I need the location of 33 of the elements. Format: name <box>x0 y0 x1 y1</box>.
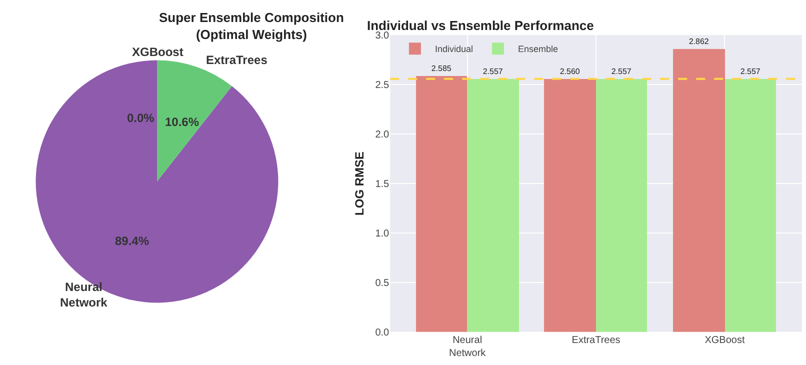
y-tick-label: 0.5 <box>375 278 390 289</box>
slice-label: ExtraTrees <box>206 53 268 67</box>
category-label: XGBoost <box>132 45 184 59</box>
x-tick-label: ExtraTrees <box>572 334 620 346</box>
y-tick-label: 2.5 <box>375 80 390 91</box>
data-label: 2.557 <box>482 67 504 76</box>
y-axis-title: LOG RMSE <box>352 151 366 216</box>
chart-title: Super Ensemble Composition (Optimal Weights) <box>159 10 344 42</box>
data-label: 2.557 <box>740 67 761 76</box>
bar <box>416 76 468 332</box>
legend-label: Ensemble <box>518 44 558 54</box>
y-tick-label: 0.0 <box>375 327 390 338</box>
y-tick-label: 1.0 <box>375 228 390 240</box>
data-label: 2.557 <box>611 67 632 76</box>
data-label: 10.6% <box>165 115 200 129</box>
legend-label: Individual <box>434 44 473 54</box>
x-tick-label: Neural Network <box>448 334 487 359</box>
bar <box>544 79 596 332</box>
bar <box>467 79 520 332</box>
y-tick-label: 1.5 <box>375 178 390 190</box>
data-label: 2.560 <box>560 67 580 76</box>
bar <box>725 79 776 332</box>
bar <box>673 49 726 332</box>
x-tick-label: XGBoost <box>704 334 745 346</box>
data-label: 2.585 <box>431 64 452 74</box>
bar <box>596 79 648 332</box>
y-tick-label: 2.0 <box>375 129 390 140</box>
data-label: 2.862 <box>688 37 710 46</box>
slice-label: Neural Network <box>60 280 108 310</box>
chart-title: Individual vs Ensemble Performance <box>367 18 594 33</box>
data-label: 89.4% <box>115 234 150 248</box>
y-tick-label: 3.0 <box>375 30 390 42</box>
text: 0.0% <box>127 111 154 125</box>
